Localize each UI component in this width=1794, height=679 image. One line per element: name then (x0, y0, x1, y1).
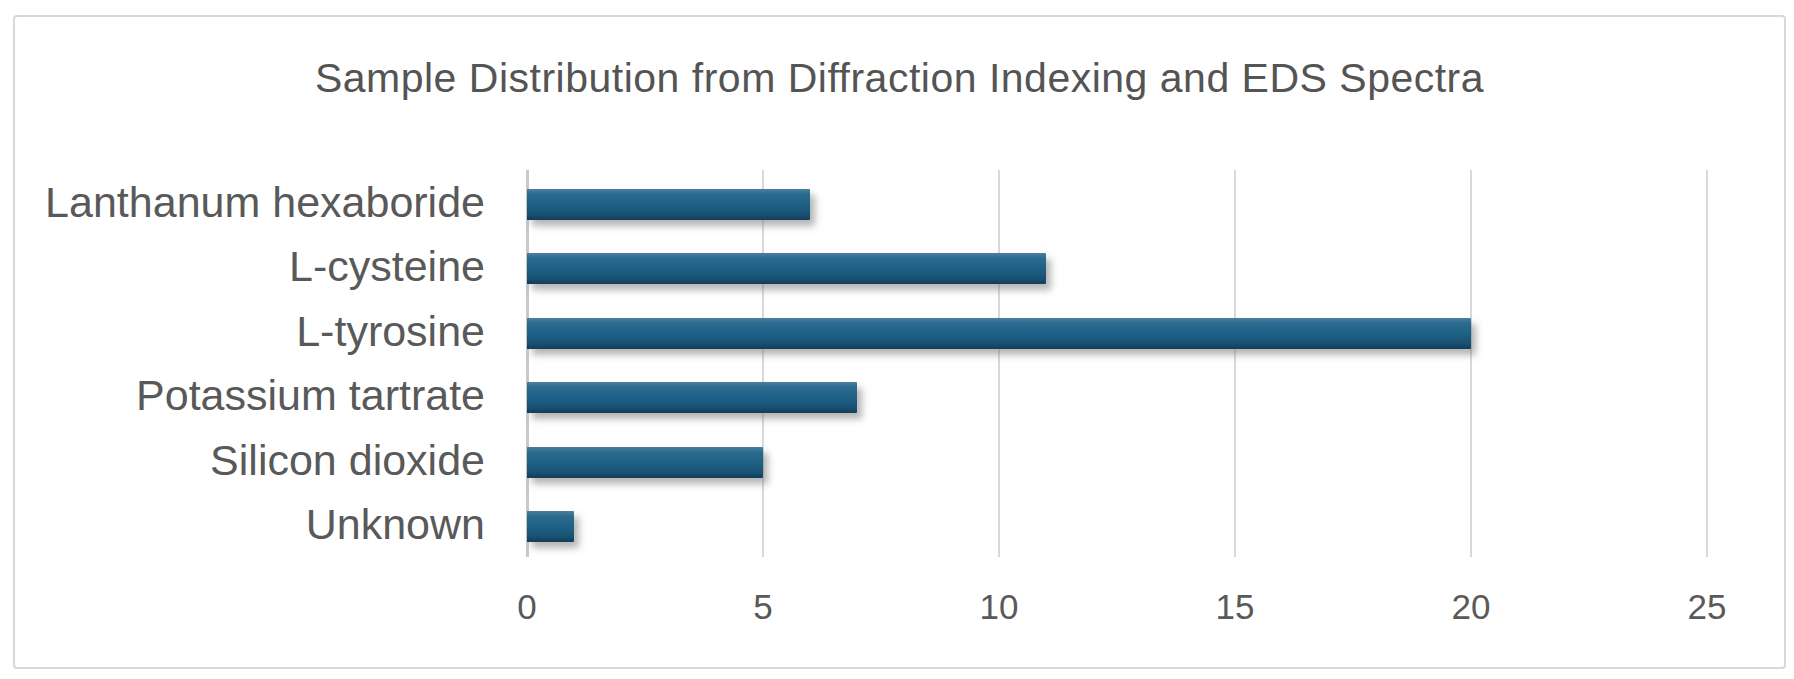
bar (527, 253, 1046, 284)
category-label: Lanthanum hexaboride (15, 170, 485, 235)
chart-frame: Sample Distribution from Diffraction Ind… (13, 15, 1786, 669)
gridline (762, 170, 764, 557)
plot-area (527, 170, 1707, 557)
x-tick-label: 25 (1647, 587, 1767, 627)
x-tick-label: 15 (1175, 587, 1295, 627)
gridline (998, 170, 1000, 557)
gridline (1706, 170, 1708, 557)
x-tick-label: 5 (703, 587, 823, 627)
bar (527, 189, 810, 220)
bar (527, 382, 857, 413)
x-tick-label: 10 (939, 587, 1059, 627)
bar (527, 318, 1471, 349)
category-label: Silicon dioxide (15, 428, 485, 493)
x-tick-label: 0 (467, 587, 587, 627)
y-axis-line (526, 170, 529, 557)
bar (527, 511, 574, 542)
gridline (1234, 170, 1236, 557)
category-label: Potassium tartrate (15, 364, 485, 429)
category-label: Unknown (15, 493, 485, 558)
category-label: L-cysteine (15, 235, 485, 300)
chart-title: Sample Distribution from Diffraction Ind… (15, 55, 1784, 102)
bar (527, 447, 763, 478)
category-label: L-tyrosine (15, 299, 485, 364)
gridline (1470, 170, 1472, 557)
x-tick-label: 20 (1411, 587, 1531, 627)
